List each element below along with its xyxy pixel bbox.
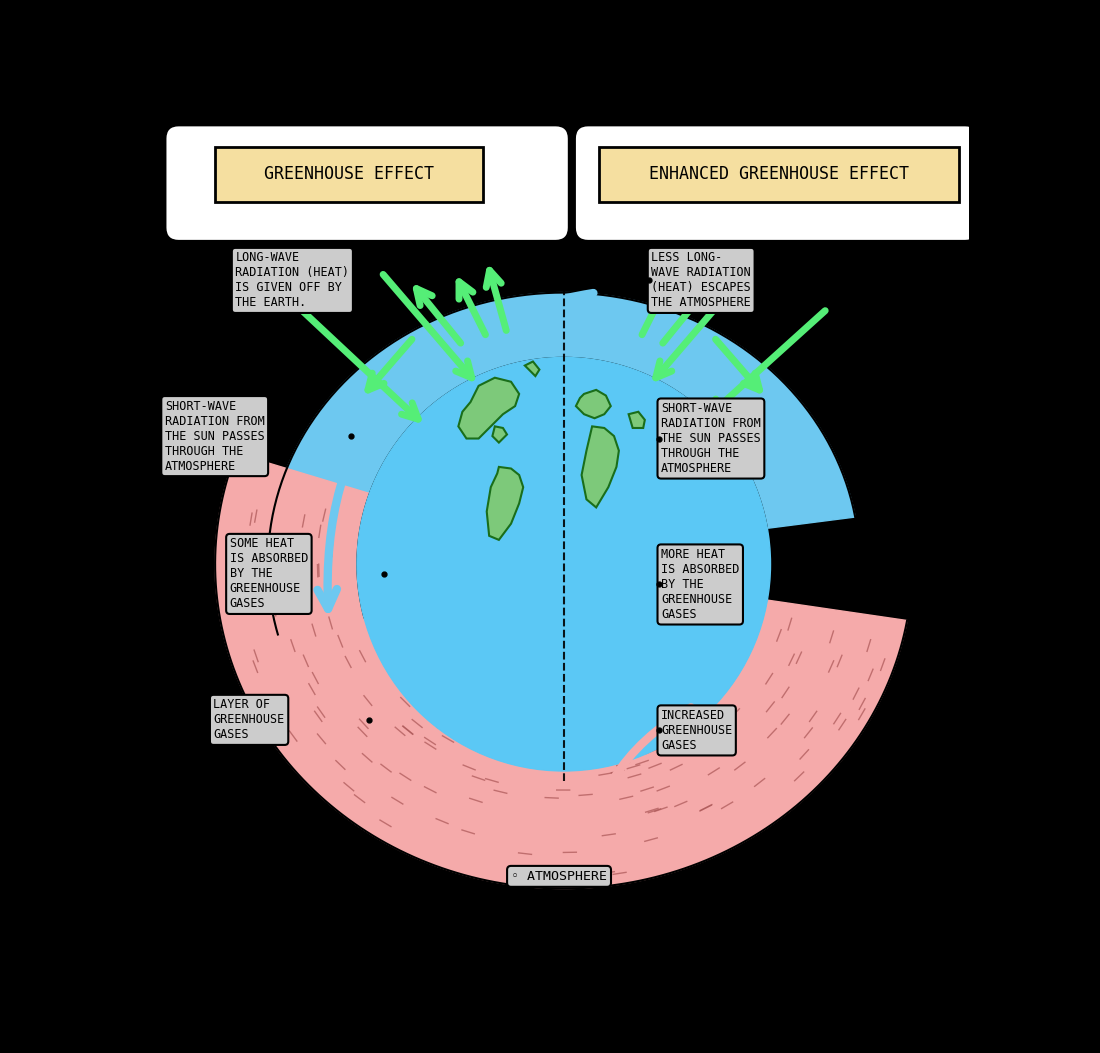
Polygon shape (576, 390, 610, 418)
Text: INCREASED
GREENHOUSE
GASES: INCREASED GREENHOUSE GASES (661, 709, 733, 752)
Text: ◦ ATMOSPHERE: ◦ ATMOSPHERE (512, 870, 607, 882)
Polygon shape (628, 412, 645, 428)
Polygon shape (582, 426, 619, 508)
Polygon shape (267, 293, 855, 635)
Text: GREENHOUSE EFFECT: GREENHOUSE EFFECT (264, 165, 433, 183)
Polygon shape (486, 466, 524, 540)
Circle shape (358, 357, 770, 771)
Polygon shape (525, 361, 539, 376)
Text: LONG-WAVE
RADIATION (HEAT)
IS GIVEN OFF BY
THE EARTH.: LONG-WAVE RADIATION (HEAT) IS GIVEN OFF … (235, 252, 350, 310)
FancyBboxPatch shape (166, 126, 568, 240)
Text: SHORT-WAVE
RADIATION FROM
THE SUN PASSES
THROUGH THE
ATMOSPHERE: SHORT-WAVE RADIATION FROM THE SUN PASSES… (165, 399, 265, 473)
Text: ENHANCED GREENHOUSE EFFECT: ENHANCED GREENHOUSE EFFECT (649, 165, 909, 183)
Polygon shape (216, 453, 908, 889)
Text: LAYER OF
GREENHOUSE
GASES: LAYER OF GREENHOUSE GASES (213, 698, 285, 741)
Polygon shape (459, 378, 519, 438)
Text: SOME HEAT
IS ABSORBED
BY THE
GREENHOUSE
GASES: SOME HEAT IS ABSORBED BY THE GREENHOUSE … (230, 537, 308, 611)
Polygon shape (493, 426, 507, 442)
FancyBboxPatch shape (598, 146, 959, 202)
Text: SHORT-WAVE
RADIATION FROM
THE SUN PASSES
THROUGH THE
ATMOSPHERE: SHORT-WAVE RADIATION FROM THE SUN PASSES… (661, 402, 761, 475)
FancyBboxPatch shape (216, 146, 483, 202)
FancyBboxPatch shape (576, 126, 977, 240)
Text: LESS LONG-
WAVE RADIATION
(HEAT) ESCAPES
THE ATMOSPHERE: LESS LONG- WAVE RADIATION (HEAT) ESCAPES… (651, 252, 751, 310)
Text: MORE HEAT
IS ABSORBED
BY THE
GREENHOUSE
GASES: MORE HEAT IS ABSORBED BY THE GREENHOUSE … (661, 548, 739, 621)
